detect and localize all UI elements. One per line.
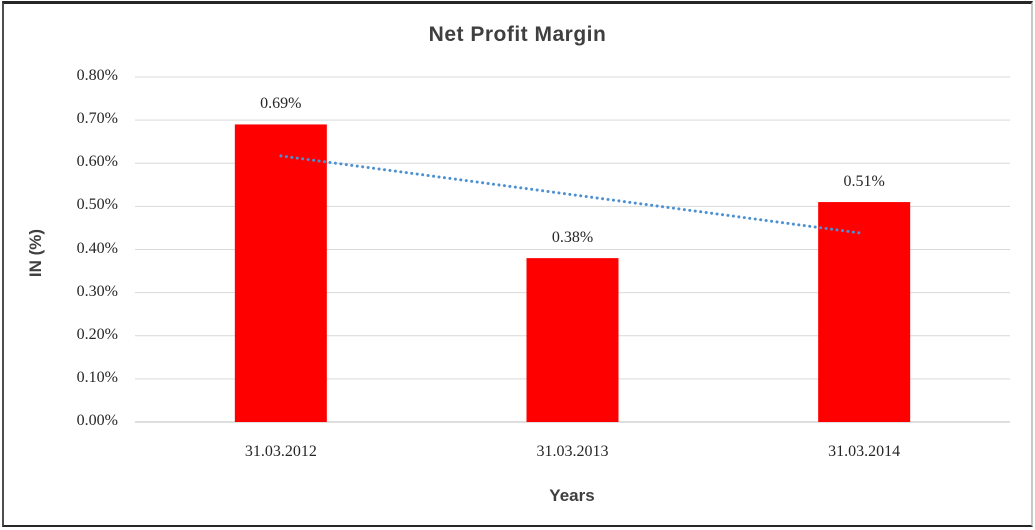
y-tick-label: 0.10%: [76, 368, 118, 386]
y-tick-label: 0.60%: [76, 153, 118, 171]
bar-value-label: 0.51%: [843, 173, 885, 191]
y-tick-label: 0.80%: [76, 67, 118, 84]
y-tick-label: 0.30%: [76, 282, 118, 300]
chart-title: Net Profit Margin: [428, 23, 607, 46]
y-tick-label: 0.70%: [76, 110, 118, 128]
bar-31.03.2014: [818, 202, 911, 422]
bar-31.03.2013: [526, 258, 619, 422]
y-tick-label: 0.40%: [76, 239, 118, 257]
x-tick-label: 31.03.2012: [244, 443, 317, 460]
y-tick-label: 0.50%: [76, 196, 118, 214]
y-tick-label: 0.20%: [76, 325, 118, 343]
x-tick-label: 31.03.2013: [536, 443, 609, 460]
bar-31.03.2012: [234, 124, 327, 422]
trendline: [279, 154, 866, 236]
y-tick-label: 0.00%: [76, 412, 118, 429]
x-axis-title: Years: [549, 486, 595, 505]
bar-value-label: 0.69%: [260, 95, 302, 113]
bar-value-label: 0.38%: [551, 229, 594, 247]
x-tick-label: 31.03.2014: [828, 443, 901, 460]
